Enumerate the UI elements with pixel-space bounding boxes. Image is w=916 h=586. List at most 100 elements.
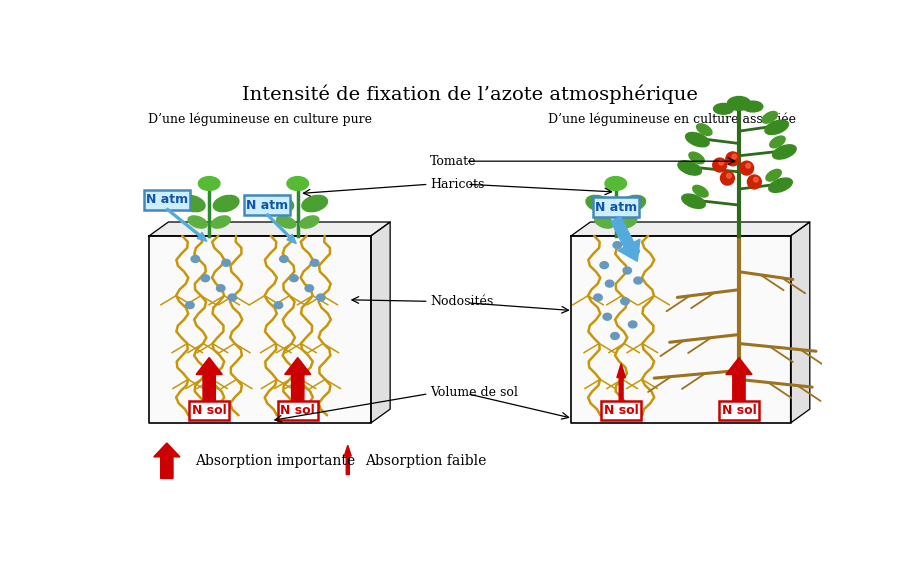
Ellipse shape xyxy=(186,302,194,309)
FancyBboxPatch shape xyxy=(190,401,229,420)
Ellipse shape xyxy=(180,195,205,212)
FancyArrow shape xyxy=(616,364,626,402)
Ellipse shape xyxy=(743,101,763,112)
Text: N atm: N atm xyxy=(146,193,188,206)
Polygon shape xyxy=(149,222,390,236)
Ellipse shape xyxy=(623,267,631,274)
Ellipse shape xyxy=(199,176,220,190)
Text: N sol: N sol xyxy=(604,404,638,417)
Text: N atm: N atm xyxy=(245,199,288,212)
Ellipse shape xyxy=(202,275,210,282)
FancyBboxPatch shape xyxy=(144,190,190,210)
Circle shape xyxy=(747,175,761,189)
Text: Absorption faible: Absorption faible xyxy=(365,454,486,468)
Ellipse shape xyxy=(631,248,639,255)
Ellipse shape xyxy=(689,152,704,163)
Ellipse shape xyxy=(277,216,296,228)
Ellipse shape xyxy=(772,145,796,159)
Ellipse shape xyxy=(305,285,313,292)
Ellipse shape xyxy=(769,136,785,148)
Ellipse shape xyxy=(317,294,325,301)
Ellipse shape xyxy=(603,314,612,320)
Ellipse shape xyxy=(682,194,705,209)
Text: N sol: N sol xyxy=(191,404,226,417)
FancyArrow shape xyxy=(344,445,351,475)
Circle shape xyxy=(726,173,731,178)
FancyArrow shape xyxy=(267,214,296,244)
Ellipse shape xyxy=(620,195,646,212)
Ellipse shape xyxy=(678,161,702,175)
Ellipse shape xyxy=(621,298,629,305)
Circle shape xyxy=(725,152,740,166)
Ellipse shape xyxy=(586,195,612,212)
Ellipse shape xyxy=(634,277,642,284)
Ellipse shape xyxy=(302,195,328,212)
Ellipse shape xyxy=(216,285,225,292)
Ellipse shape xyxy=(692,185,708,197)
Ellipse shape xyxy=(274,302,283,309)
FancyArrow shape xyxy=(166,208,207,241)
Text: Volume de sol: Volume de sol xyxy=(431,386,518,398)
Ellipse shape xyxy=(594,216,614,228)
FancyArrow shape xyxy=(725,357,752,402)
Circle shape xyxy=(754,178,758,182)
Ellipse shape xyxy=(617,216,637,228)
Text: N sol: N sol xyxy=(722,404,757,417)
Ellipse shape xyxy=(287,176,309,190)
Polygon shape xyxy=(149,236,371,423)
FancyBboxPatch shape xyxy=(593,197,638,217)
Ellipse shape xyxy=(766,169,781,181)
Ellipse shape xyxy=(762,111,778,123)
Circle shape xyxy=(721,171,735,185)
Ellipse shape xyxy=(188,216,207,228)
Ellipse shape xyxy=(628,321,637,328)
Circle shape xyxy=(719,161,724,165)
Ellipse shape xyxy=(213,195,239,212)
Ellipse shape xyxy=(268,195,294,212)
Circle shape xyxy=(746,163,750,168)
Ellipse shape xyxy=(279,255,289,263)
Ellipse shape xyxy=(600,262,608,268)
Ellipse shape xyxy=(769,178,792,192)
Text: Tomate: Tomate xyxy=(431,155,476,168)
FancyArrow shape xyxy=(196,357,223,402)
FancyBboxPatch shape xyxy=(719,401,759,420)
Polygon shape xyxy=(571,236,791,423)
FancyArrow shape xyxy=(154,443,180,478)
Polygon shape xyxy=(571,222,810,236)
Ellipse shape xyxy=(191,255,200,263)
FancyBboxPatch shape xyxy=(278,401,318,420)
Ellipse shape xyxy=(311,260,319,266)
Ellipse shape xyxy=(605,176,627,190)
Circle shape xyxy=(740,161,754,175)
Ellipse shape xyxy=(696,124,712,135)
Text: Intensité de fixation de l’azote atmosphérique: Intensité de fixation de l’azote atmosph… xyxy=(242,84,697,104)
Ellipse shape xyxy=(594,294,603,301)
Ellipse shape xyxy=(685,132,709,146)
Ellipse shape xyxy=(212,216,230,228)
Ellipse shape xyxy=(222,260,230,266)
Text: N atm: N atm xyxy=(594,201,637,214)
Ellipse shape xyxy=(605,280,614,287)
FancyBboxPatch shape xyxy=(244,195,290,215)
Text: D’une légumineuse en culture pure: D’une légumineuse en culture pure xyxy=(147,113,372,126)
Text: Absorption importante: Absorption importante xyxy=(195,454,355,468)
Ellipse shape xyxy=(611,332,619,339)
Ellipse shape xyxy=(289,275,298,282)
Text: Nodosités: Nodosités xyxy=(431,295,494,308)
Circle shape xyxy=(713,158,726,172)
Ellipse shape xyxy=(714,104,734,114)
Ellipse shape xyxy=(228,294,236,301)
Ellipse shape xyxy=(300,216,319,228)
Ellipse shape xyxy=(613,241,622,248)
Circle shape xyxy=(732,154,736,159)
Text: Haricots: Haricots xyxy=(431,178,485,191)
Ellipse shape xyxy=(765,120,789,134)
Text: N sol: N sol xyxy=(280,404,315,417)
FancyBboxPatch shape xyxy=(601,401,641,420)
FancyArrow shape xyxy=(611,216,640,261)
Polygon shape xyxy=(371,222,390,423)
Text: D’une légumineuse en culture associée: D’une légumineuse en culture associée xyxy=(548,113,796,126)
Ellipse shape xyxy=(727,97,750,110)
Polygon shape xyxy=(791,222,810,423)
